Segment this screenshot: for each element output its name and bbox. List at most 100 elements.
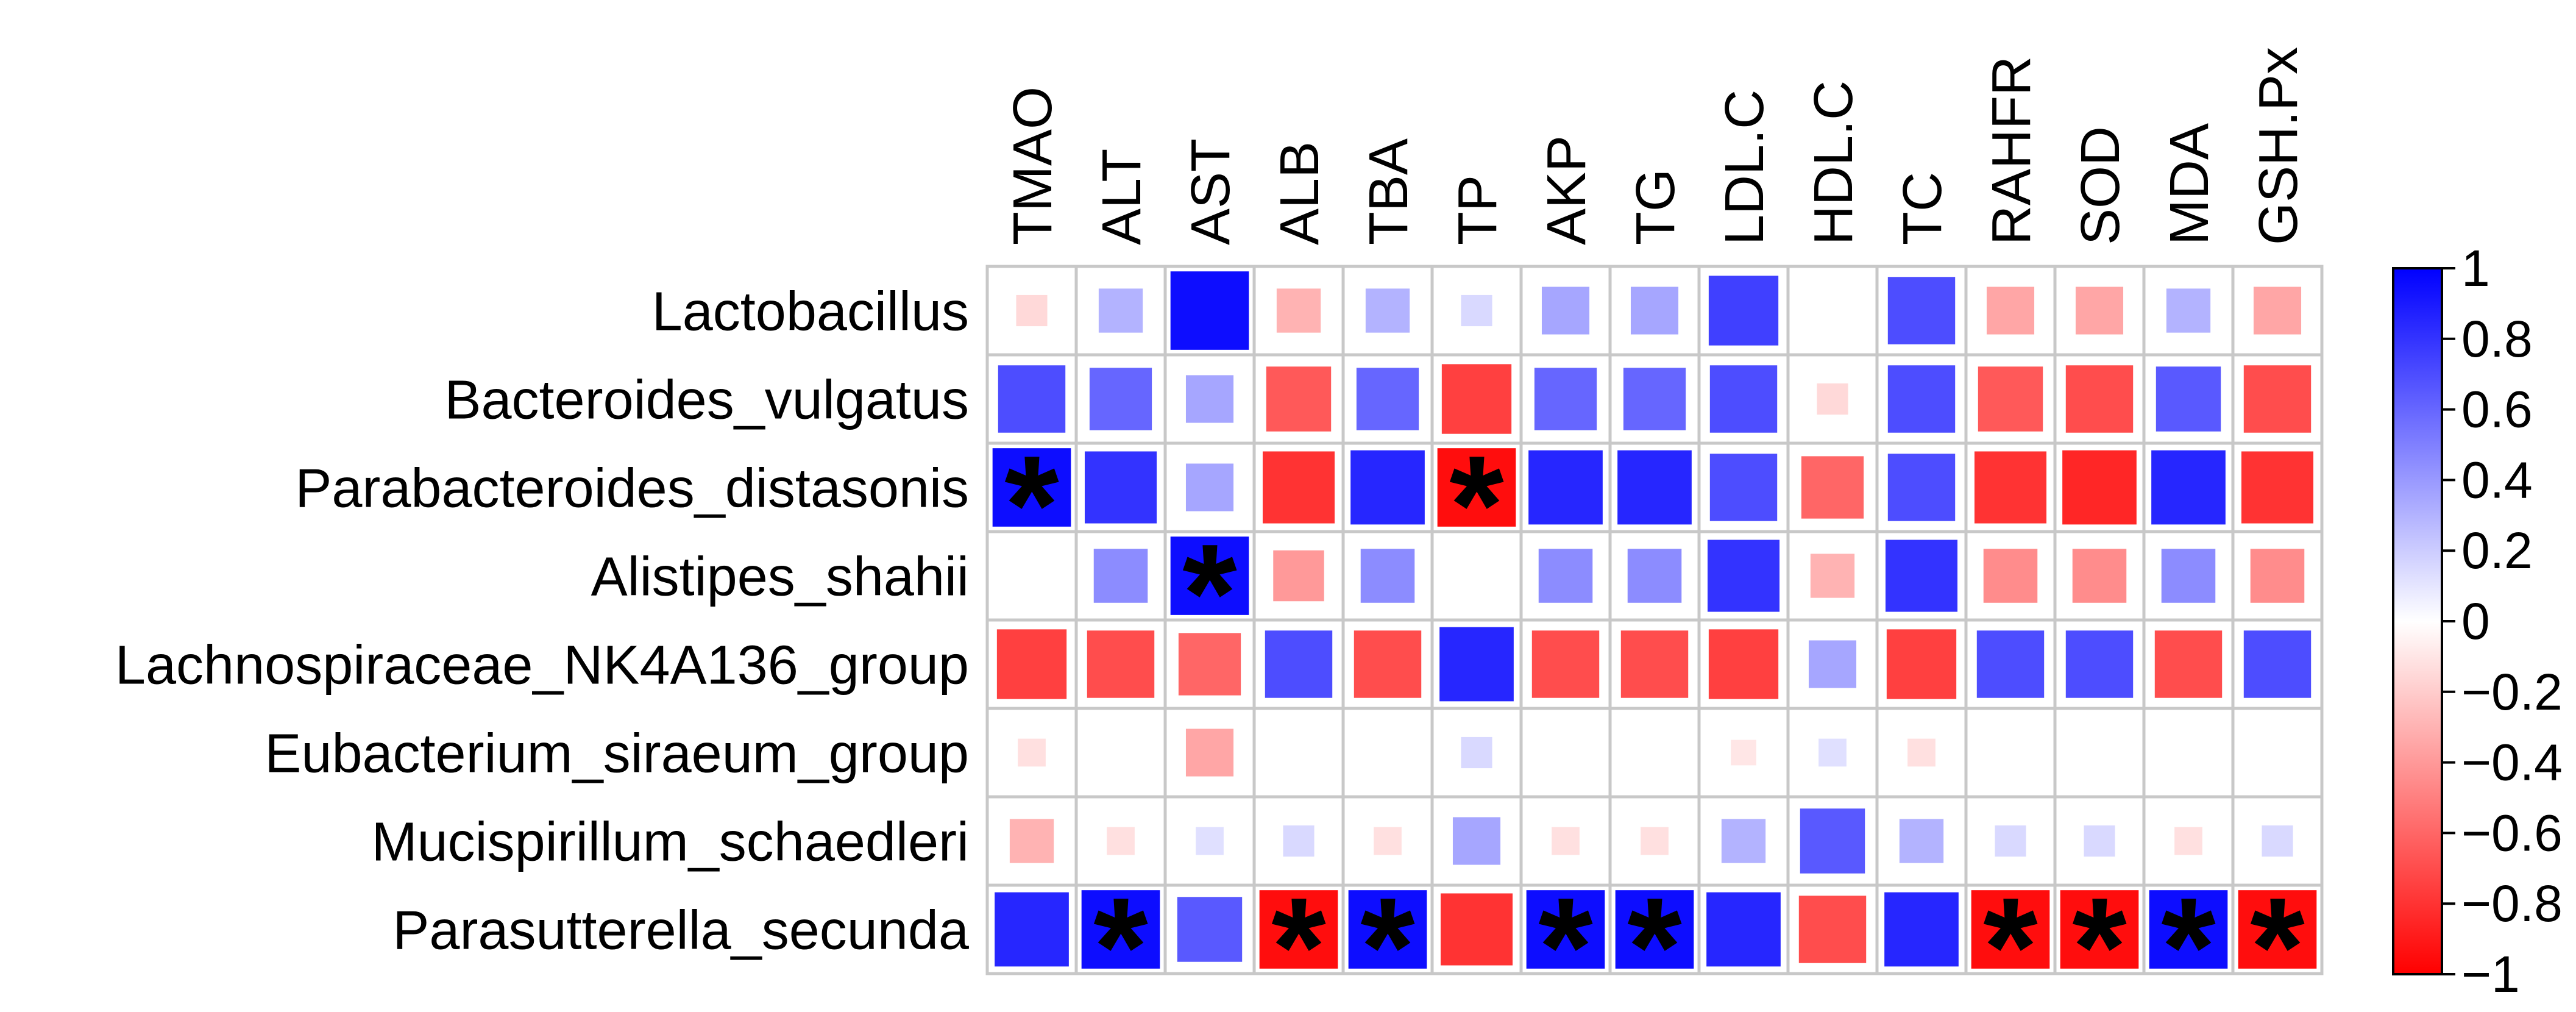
heatmap-cell bbox=[1440, 893, 1513, 966]
heatmap-cell bbox=[2161, 549, 2216, 603]
column-label: SOD bbox=[2070, 126, 2131, 245]
heatmap-cell bbox=[1534, 368, 1597, 430]
heatmap-cell bbox=[2166, 288, 2211, 333]
heatmap-cell bbox=[1185, 375, 1234, 423]
heatmap-cell bbox=[1887, 365, 1956, 433]
heatmap-cell bbox=[2149, 890, 2228, 969]
heatmap-cell bbox=[1354, 630, 1422, 698]
heatmap-cell bbox=[2084, 825, 2115, 857]
heatmap-cell bbox=[1886, 629, 1957, 699]
heatmap-cell bbox=[1983, 549, 2038, 603]
heatmap-cell bbox=[1365, 288, 1410, 333]
heatmap-cell bbox=[1170, 536, 1249, 615]
heatmap-cell bbox=[1707, 540, 1780, 612]
heatmap-cell bbox=[2241, 451, 2314, 524]
row-label: Bacteroides_vulgatus bbox=[444, 370, 969, 431]
column-label: HDL.C bbox=[1803, 80, 1864, 245]
heatmap-cell bbox=[1541, 287, 1590, 335]
heatmap-cell bbox=[2253, 287, 2302, 335]
heatmap-cell bbox=[1810, 554, 1855, 598]
heatmap-cell bbox=[1976, 630, 2045, 698]
heatmap-cell bbox=[1259, 890, 1338, 969]
heatmap-cell bbox=[1262, 451, 1335, 524]
colorbar-tick-label: 0.8 bbox=[2461, 310, 2533, 368]
heatmap-cell bbox=[1265, 630, 1333, 698]
grid-cell-frame bbox=[2231, 883, 2324, 975]
heatmap-cell bbox=[1266, 366, 1332, 432]
heatmap-cell bbox=[1177, 897, 1243, 962]
heatmap-cell bbox=[996, 629, 1067, 699]
grid-cell-frame bbox=[2231, 707, 2324, 799]
heatmap-cell bbox=[2065, 630, 2134, 698]
heatmap-cell bbox=[1709, 365, 1778, 433]
colorbar-tick-label: 0.4 bbox=[2461, 451, 2533, 508]
heatmap-cell bbox=[1800, 808, 1865, 874]
heatmap-cell bbox=[1441, 364, 1512, 434]
column-label: RAHFR bbox=[1981, 56, 2042, 245]
heatmap-cell bbox=[1528, 450, 1603, 525]
heatmap-cell bbox=[1887, 454, 1956, 521]
heatmap-cell bbox=[1185, 463, 1234, 511]
column-label: AKP bbox=[1536, 135, 1597, 245]
heatmap-cell bbox=[1081, 890, 1160, 969]
row-label: Parasutterella_secunda bbox=[392, 900, 970, 961]
colorbar-tick-label: 0.6 bbox=[2461, 381, 2533, 438]
column-label: MDA bbox=[2159, 123, 2220, 245]
grid-cell-frame bbox=[1519, 707, 1612, 799]
grid-cell-frame bbox=[1608, 707, 1701, 799]
heatmap-cell bbox=[1461, 736, 1492, 769]
grid-cell-frame bbox=[1341, 707, 1434, 799]
heatmap-cell bbox=[1196, 827, 1224, 855]
heatmap-cell bbox=[1617, 450, 1692, 525]
heatmap-cell bbox=[1283, 825, 1315, 857]
heatmap-cell bbox=[2060, 890, 2139, 969]
heatmap-cell bbox=[1170, 271, 1249, 350]
heatmap-cell bbox=[1273, 550, 1324, 602]
grid-cell-frame bbox=[1074, 707, 1167, 799]
significance-star: * bbox=[1271, 869, 1326, 1012]
colorbar-gradient bbox=[2392, 267, 2443, 975]
heatmap-cell bbox=[1531, 630, 1600, 698]
row-label: Alistipes_shahii bbox=[591, 547, 969, 608]
grid-cell-frame bbox=[1964, 707, 2057, 799]
colorbar: 1 0.8 0.6 0.4 0.2 0 −0.2 −0.4 −0.6 −0.8 −1 bbox=[2392, 240, 2563, 1003]
heatmap-cell bbox=[1185, 729, 1234, 777]
heatmap-cell bbox=[992, 448, 1071, 527]
heatmap-cell bbox=[995, 892, 1069, 967]
heatmap-cell bbox=[1348, 890, 1427, 969]
colorbar-tick-label: 1 bbox=[2461, 240, 2490, 297]
heatmap-cell bbox=[1818, 738, 1847, 767]
significance-star: * bbox=[2161, 869, 2216, 1012]
heatmap-cell bbox=[1178, 633, 1241, 696]
heatmap-cell bbox=[1093, 549, 1148, 603]
heatmap-cell bbox=[2154, 630, 2223, 698]
heatmap-cell bbox=[1016, 294, 1048, 327]
heatmap-cell bbox=[1708, 629, 1779, 699]
row-label: Mucispirillum_schaedleri bbox=[372, 812, 969, 873]
heatmap-grid bbox=[985, 265, 2324, 975]
heatmap-cell bbox=[1623, 368, 1686, 430]
colorbar-tick-label: −0.8 bbox=[2461, 875, 2563, 932]
heatmap-cell bbox=[1899, 819, 1944, 863]
colorbar-tick-label: −1 bbox=[2461, 946, 2520, 1003]
colorbar-tick-label: −0.2 bbox=[2461, 663, 2563, 721]
heatmap-cell bbox=[1709, 454, 1778, 521]
heatmap-cell bbox=[2075, 287, 2124, 335]
row-label: Lachnospiraceae_NK4A136_group bbox=[115, 635, 969, 696]
grid-cell-frame bbox=[2142, 707, 2235, 799]
heatmap-cell bbox=[2072, 549, 2127, 603]
heatmap-cell bbox=[1808, 640, 1857, 688]
column-label: TMAO bbox=[1002, 87, 1063, 245]
heatmap-cell bbox=[1439, 627, 1514, 702]
heatmap-cell bbox=[1087, 630, 1155, 698]
colorbar-tick-label: 0 bbox=[2461, 593, 2490, 650]
significance-star: * bbox=[1983, 869, 2038, 1012]
heatmap-cell bbox=[2156, 366, 2221, 432]
heatmap-cell bbox=[2243, 630, 2312, 698]
heatmap-cell bbox=[1084, 451, 1157, 524]
column-label: TBA bbox=[1358, 138, 1419, 245]
heatmap-cell bbox=[1356, 368, 1419, 430]
row-label: Lactobacillus bbox=[652, 282, 969, 343]
significance-star: * bbox=[1360, 869, 1415, 1012]
